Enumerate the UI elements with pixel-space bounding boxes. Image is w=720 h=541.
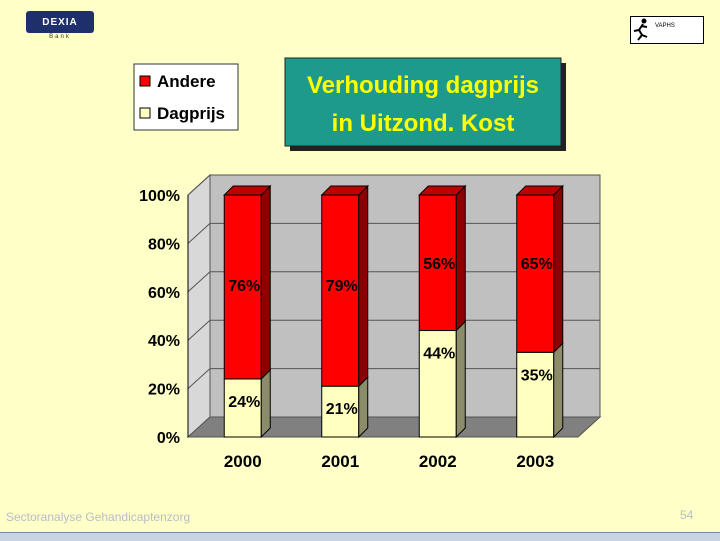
chart-side-wall bbox=[187, 173, 211, 439]
bar-top-2001 bbox=[320, 185, 369, 196]
y-tick-label: 100% bbox=[139, 188, 180, 205]
data-label-andere-2002: 56% bbox=[423, 256, 455, 273]
legend-label-andere: Andere bbox=[157, 72, 216, 91]
bar-andere-2000 bbox=[223, 194, 262, 380]
dexia-logo: DEXIA bbox=[26, 11, 94, 33]
x-tick-label: 2003 bbox=[516, 452, 554, 471]
x-tick-label: 2000 bbox=[224, 452, 262, 471]
x-tick-label: 2001 bbox=[321, 452, 359, 471]
footer-text: Sectoranalyse Gehandicaptenzorg bbox=[6, 510, 191, 524]
bar-side-dagprijs-2003 bbox=[553, 342, 564, 439]
dexia-logo-subtitle: Bank bbox=[49, 34, 71, 40]
data-label-dagprijs-2001: 21% bbox=[326, 401, 358, 418]
bar-side-andere-2002 bbox=[455, 184, 466, 332]
bottom-bar bbox=[0, 532, 720, 541]
gridline bbox=[187, 174, 600, 196]
chart-title-line: Verhouding dagprijs bbox=[307, 72, 539, 99]
y-tick-label: 40% bbox=[148, 333, 180, 350]
y-tick-label: 20% bbox=[148, 382, 180, 399]
running-figure-icon bbox=[633, 18, 648, 41]
gridline bbox=[187, 319, 600, 341]
bar-dagprijs-2003 bbox=[516, 351, 555, 438]
gridline bbox=[187, 222, 600, 244]
gridline bbox=[187, 368, 600, 389]
bar-top-2000 bbox=[223, 185, 272, 196]
chart-title-line: in Uitzond. Kost bbox=[332, 110, 515, 137]
data-label-andere-2001: 79% bbox=[326, 278, 358, 295]
vaphs-logo: VAPHS bbox=[630, 16, 704, 44]
bar-andere-2002 bbox=[418, 194, 457, 332]
bar-side-andere-2003 bbox=[553, 184, 564, 354]
vaphs-logo-text: VAPHS bbox=[655, 23, 675, 29]
data-label-dagprijs-2003: 35% bbox=[521, 367, 553, 384]
y-tick-label: 0% bbox=[157, 430, 180, 447]
data-label-dagprijs-2000: 24% bbox=[228, 394, 260, 411]
bar-top-2003 bbox=[515, 185, 564, 196]
y-tick-label: 80% bbox=[148, 236, 180, 253]
page-number: 54 bbox=[680, 508, 694, 522]
x-tick-label: 2002 bbox=[419, 452, 457, 471]
bar-side-andere-2000 bbox=[260, 184, 271, 381]
data-label-dagprijs-2002: 44% bbox=[423, 346, 455, 363]
bar-side-andere-2001 bbox=[358, 184, 369, 388]
data-label-andere-2000: 76% bbox=[228, 278, 260, 295]
bar-side-dagprijs-2000 bbox=[260, 368, 271, 439]
legend-swatch-andere bbox=[139, 75, 151, 87]
gridline bbox=[187, 271, 600, 293]
y-tick-label: 60% bbox=[148, 285, 180, 302]
legend-box bbox=[133, 63, 239, 131]
bar-side-dagprijs-2002 bbox=[455, 320, 466, 439]
bar-top-2002 bbox=[418, 185, 467, 196]
bar-side-dagprijs-2001 bbox=[358, 375, 369, 439]
legend-swatch-dagprijs bbox=[139, 107, 151, 119]
title-box bbox=[284, 57, 562, 147]
data-label-andere-2003: 65% bbox=[521, 256, 553, 273]
bar-andere-2003 bbox=[516, 194, 555, 353]
legend-label-dagprijs: Dagprijs bbox=[157, 104, 225, 123]
